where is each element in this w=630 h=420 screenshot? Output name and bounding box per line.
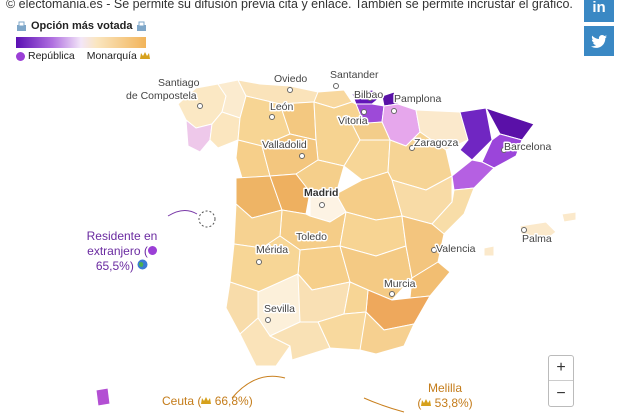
city-label-barcelona: Barcelona	[504, 141, 551, 153]
crown-icon	[139, 52, 150, 59]
city-label-leon: León	[270, 101, 294, 113]
city-label-santander: Santander	[330, 69, 379, 81]
melilla-value-wrap: ( 53,8%)	[417, 396, 473, 410]
city-label-sevilla: Sevilla	[264, 303, 295, 315]
city-label-vitoria: Vitoria	[338, 115, 368, 127]
zoom-out-button[interactable]: −	[556, 384, 566, 402]
legend-labels: República Monarquía	[16, 50, 150, 62]
abroad-line2: extranjero (	[87, 244, 148, 258]
city-label-santiago-2: de Compostela	[126, 90, 197, 102]
linkedin-button[interactable]: in	[584, 0, 614, 22]
linkedin-icon: in	[592, 0, 606, 16]
city-label-bilbao: Bilbao	[354, 89, 383, 101]
abroad-line3: 65,5%)	[95, 259, 134, 273]
region-avila[interactable]	[269, 173, 311, 215]
city-label-palma: Palma	[522, 233, 552, 245]
abroad-line3-wrap: 65,5%)	[76, 259, 168, 274]
ceuta-value: 66,8%)	[214, 394, 253, 408]
crown-icon	[201, 397, 212, 404]
legend-republica-label: República	[28, 50, 75, 62]
ceuta-label: Ceuta (	[162, 394, 202, 408]
legend: Opción más votada República Monarquía	[16, 20, 150, 62]
region-ibiza[interactable]	[483, 245, 495, 257]
legend-monarquia-label: Monarquía	[86, 50, 137, 62]
abroad-line1: Residente en	[86, 229, 158, 243]
melilla-value: 53,8%)	[434, 396, 473, 410]
zoom-control: + −	[548, 355, 574, 407]
city-label-zaragoza: Zaragoza	[414, 137, 459, 149]
legend-color-scale	[16, 37, 146, 48]
region-almeria[interactable]	[359, 311, 415, 355]
twitter-icon	[591, 34, 607, 48]
globe-icon	[137, 259, 148, 270]
credit-text: © electomania.es - Se permite su difusió…	[6, 0, 573, 11]
purple-circle-icon	[147, 246, 157, 255]
city-label-murcia: Murcia	[384, 278, 416, 290]
twitter-button[interactable]	[584, 26, 614, 56]
region-canarias[interactable]	[95, 387, 111, 407]
legend-title: Opción más votada	[16, 20, 150, 32]
purple-circle-icon	[16, 51, 25, 61]
region-menorca[interactable]	[561, 211, 577, 223]
abroad-line2-wrap: extranjero (	[76, 244, 168, 259]
ceuta-annotation: Ceuta ( 66,8%)	[162, 394, 253, 409]
region-girona[interactable]	[485, 107, 535, 141]
legend-monarquia: Monarquía	[87, 50, 150, 62]
city-dots	[197, 83, 527, 323]
zoom-in-button[interactable]: +	[549, 356, 573, 381]
melilla-annotation: Melilla ( 53,8%)	[416, 381, 474, 411]
ballot-box-icon	[137, 21, 147, 31]
region-malaga[interactable]	[269, 321, 331, 361]
abroad-arrow	[167, 210, 198, 217]
city-label-madrid: Madrid	[304, 187, 338, 199]
melilla-arrow	[363, 397, 405, 413]
region-huesca[interactable]	[415, 109, 469, 151]
ceuta-arrow	[231, 375, 286, 399]
city-label-merida: Mérida	[256, 244, 288, 256]
abroad-marker-circle[interactable]	[198, 210, 216, 228]
city-label-santiago: Santiago	[158, 77, 200, 89]
city-label-pamplona: Pamplona	[394, 93, 441, 105]
city-label-toledo: Toledo	[296, 231, 327, 243]
city-label-oviedo: Oviedo	[274, 73, 307, 85]
abroad-annotation: Residente en extranjero ( 65,5%)	[76, 229, 168, 274]
city-label-valladolid: Valladolid	[262, 139, 307, 151]
legend-republica: República	[16, 50, 75, 62]
region-alicante[interactable]	[409, 261, 451, 299]
crown-icon	[421, 399, 432, 406]
region-mallorca[interactable]	[519, 221, 557, 245]
region-bizkaia[interactable]	[351, 89, 383, 105]
region-tarragona[interactable]	[451, 159, 495, 191]
city-label-valencia: Valencia	[436, 243, 476, 255]
ballot-box-icon	[17, 21, 26, 31]
melilla-label: Melilla	[427, 381, 462, 395]
legend-title-text: Opción más votada	[31, 20, 133, 32]
